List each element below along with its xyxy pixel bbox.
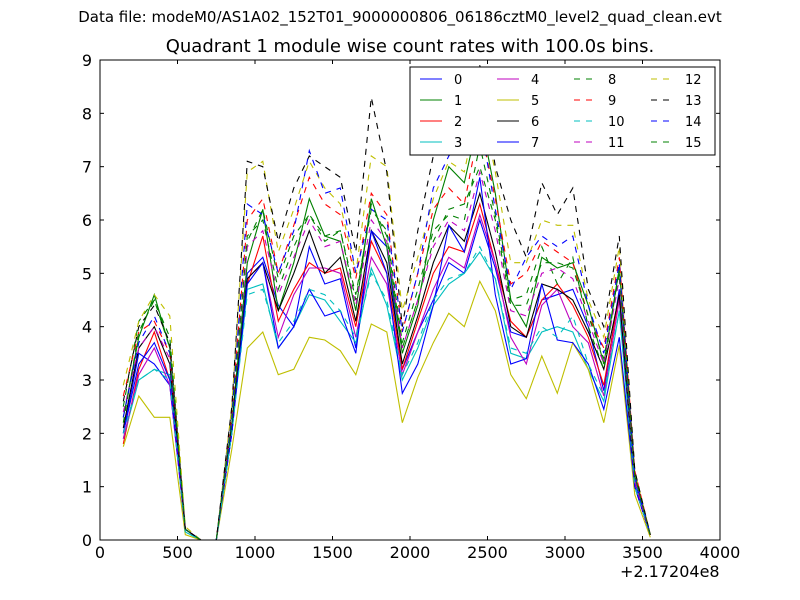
series-line-6 [122, 191, 651, 540]
y-tick-label: 9 [82, 51, 92, 70]
y-tick-label: 8 [82, 104, 92, 123]
chart-title: Quadrant 1 module wise count rates with … [165, 36, 655, 57]
legend-label-1: 1 [454, 94, 462, 109]
series-line-7 [122, 177, 651, 540]
series-line-14 [122, 117, 651, 540]
legend-label-4: 4 [531, 73, 539, 88]
y-tick-label: 5 [82, 264, 92, 283]
legend-label-6: 6 [531, 115, 539, 130]
legend-label-9: 9 [608, 94, 616, 109]
series-line-3 [122, 250, 651, 540]
legend-label-2: 2 [454, 115, 462, 130]
series-line-11 [122, 169, 651, 540]
x-tick-label: 2500 [467, 543, 508, 562]
x-tick-label: 3000 [545, 543, 586, 562]
x-tick-label: 1500 [312, 543, 353, 562]
y-tick-label: 6 [82, 211, 92, 230]
legend-label-3: 3 [454, 136, 462, 151]
y-tick-label: 1 [82, 478, 92, 497]
x-tick-label: 2000 [390, 543, 431, 562]
legend-label-8: 8 [608, 73, 616, 88]
legend-box [409, 66, 716, 156]
series-line-15 [122, 165, 651, 540]
legend-label-10: 10 [608, 115, 625, 130]
series-line-9 [122, 123, 651, 540]
x-tick-label: 4000 [700, 543, 741, 562]
ticks-layer: 0 500 1000 1500 2000 2500 3000 3500 400001234567… [82, 51, 741, 562]
y-tick-label: 0 [82, 531, 92, 550]
x-tick-label: 0 [95, 543, 105, 562]
legend-label-7: 7 [531, 136, 539, 151]
y-tick-label: 4 [82, 318, 92, 337]
series-line-5 [122, 279, 651, 540]
legend-label-15: 15 [685, 136, 702, 151]
legend-label-5: 5 [531, 94, 539, 109]
series-line-10 [122, 245, 651, 540]
series-line-1 [122, 113, 651, 540]
legend-label-14: 14 [685, 115, 702, 130]
y-tick-label: 2 [82, 424, 92, 443]
series-line-8 [122, 145, 651, 540]
y-tick-label: 3 [82, 371, 92, 390]
x-tick-label: 500 [162, 543, 193, 562]
x-tick-label: 3500 [622, 543, 663, 562]
legend-label-12: 12 [685, 73, 702, 88]
y-tick-label: 7 [82, 158, 92, 177]
series-line-4 [122, 212, 651, 540]
series-line-13 [122, 65, 651, 540]
figure-suptitle: Data file: modeM0/AS1A02_152T01_90000008… [78, 8, 722, 26]
legend-label-11: 11 [608, 136, 625, 151]
series-line-2 [122, 202, 651, 540]
x-axis-offset-label: +2.17204e8 [620, 562, 720, 581]
legend-label-13: 13 [685, 94, 702, 109]
series-layer [122, 65, 651, 540]
x-tick-label: 1000 [235, 543, 276, 562]
legend-label-0: 0 [454, 73, 462, 88]
